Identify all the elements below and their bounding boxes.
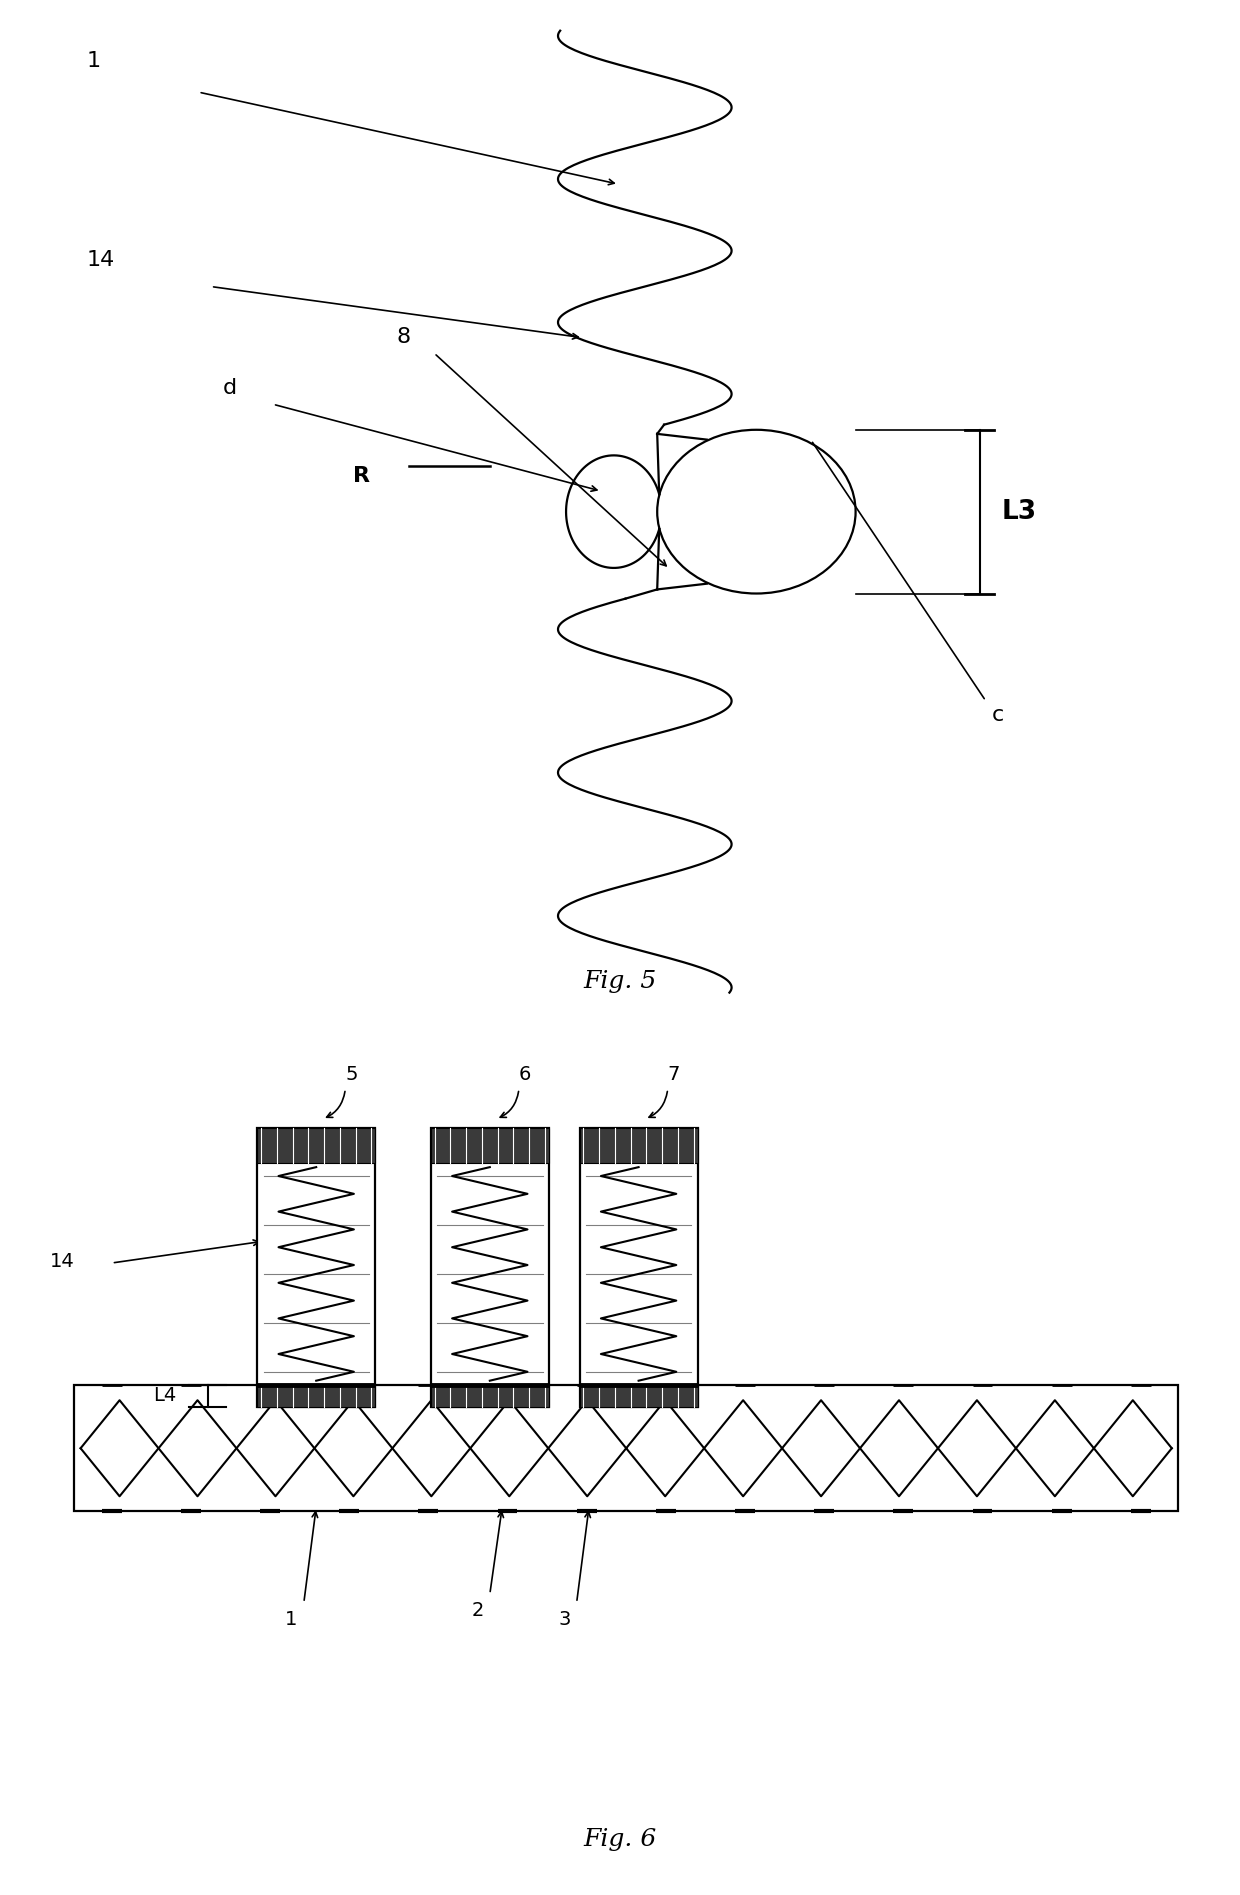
Text: c: c — [992, 705, 1004, 726]
Text: 1: 1 — [87, 51, 100, 72]
Bar — [432, 1128, 549, 1164]
Bar — [258, 1128, 374, 1164]
Bar — [258, 1385, 374, 1406]
Text: d: d — [223, 377, 237, 398]
Text: Fig. 5: Fig. 5 — [583, 970, 657, 993]
Text: L4: L4 — [154, 1387, 177, 1406]
Text: 8: 8 — [397, 326, 410, 347]
Text: 3: 3 — [558, 1609, 570, 1630]
Text: L3: L3 — [1002, 498, 1037, 525]
Bar — [580, 1128, 697, 1164]
Text: 1: 1 — [285, 1609, 298, 1630]
Text: R: R — [353, 466, 371, 485]
Bar — [580, 1128, 697, 1406]
Bar — [258, 1128, 374, 1406]
Bar — [580, 1385, 697, 1406]
Text: 5: 5 — [345, 1065, 358, 1084]
Bar — [432, 1128, 549, 1406]
Text: 14: 14 — [50, 1253, 74, 1272]
Text: 7: 7 — [668, 1065, 680, 1084]
Text: Fig. 6: Fig. 6 — [583, 1829, 657, 1851]
Text: 14: 14 — [87, 250, 115, 271]
Text: 6: 6 — [520, 1065, 531, 1084]
Bar — [74, 1385, 1178, 1512]
Text: 2: 2 — [471, 1601, 484, 1620]
Bar — [432, 1385, 549, 1406]
